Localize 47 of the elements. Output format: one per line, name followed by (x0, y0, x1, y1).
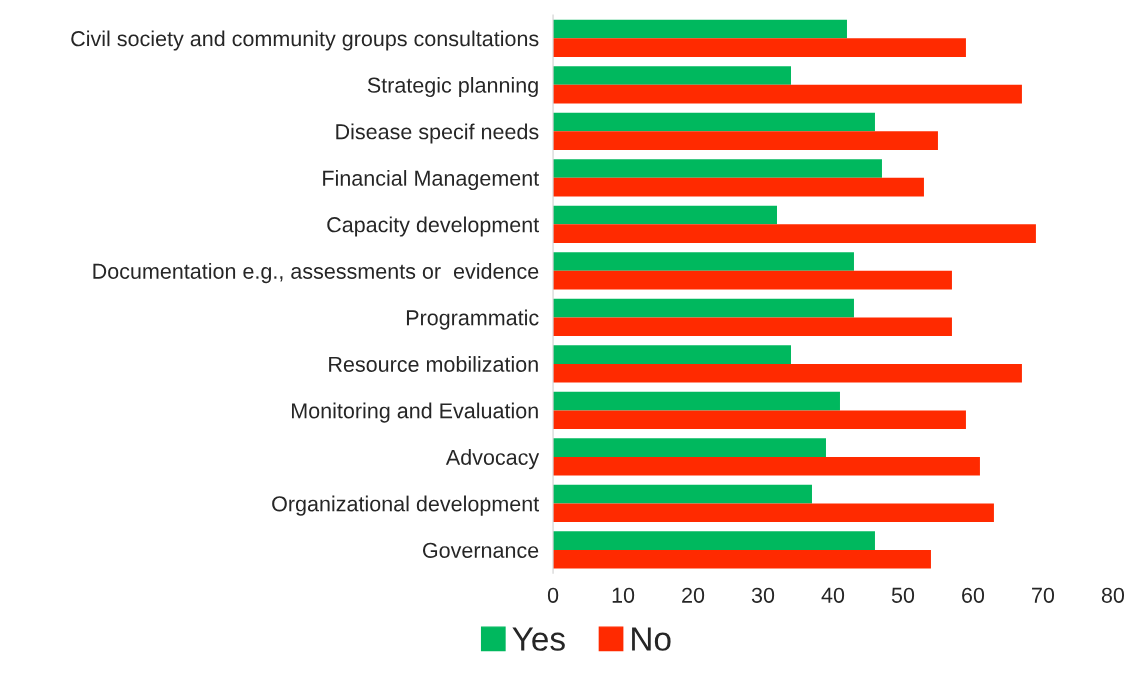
bar (553, 484, 812, 504)
bar (553, 438, 826, 457)
y-tick-label: Programmatic (406, 309, 539, 330)
bar (553, 410, 966, 429)
x-tick-label: 20 (682, 587, 705, 603)
y-tick-label: Governance (422, 542, 539, 558)
bar (553, 252, 854, 271)
x-tick-label: 40 (821, 587, 845, 603)
y-tick-label: Documentation e.g., assessments or evidence (93, 263, 539, 284)
bar (553, 19, 847, 39)
x-tick-label: 80 (1101, 587, 1125, 603)
x-tick-label: 50 (891, 587, 915, 603)
y-tick-label: Capacity development (327, 216, 540, 237)
bar (553, 531, 875, 550)
y-tick-label: Civil society and community groups consultations (71, 30, 539, 51)
bar (553, 391, 840, 411)
x-tick-label: 70 (1032, 587, 1055, 603)
y-tick-label: Advocacy (445, 449, 540, 470)
bar (553, 159, 882, 178)
legend-label: No (632, 627, 671, 651)
y-tick-label: Resource mobilization (329, 356, 538, 372)
bar (553, 456, 980, 476)
bar (553, 84, 1022, 104)
bar (553, 549, 931, 569)
bar (553, 205, 777, 225)
y-tick-label: Organizational development (272, 495, 540, 516)
y-tick-label: Monitoring and Evaluation (292, 402, 538, 423)
bar (553, 270, 952, 290)
bar (553, 177, 924, 197)
y-tick-label: Disease specif needs (336, 123, 539, 144)
bar (553, 503, 994, 523)
bar (553, 66, 791, 85)
x-tick-label: 60 (962, 587, 985, 603)
x-tick-label: 0 (547, 587, 559, 603)
bar (553, 345, 791, 364)
x-tick-label: 30 (751, 587, 775, 603)
bar (553, 131, 938, 150)
y-tick-label: Strategic planning (367, 77, 538, 98)
y-tick-label: Financial Management (323, 170, 540, 191)
legend-label: Yes (512, 627, 565, 651)
bar (553, 38, 966, 57)
bar (553, 363, 1022, 383)
bar (553, 317, 952, 336)
bar (553, 298, 854, 318)
bar (553, 112, 875, 132)
bar (553, 224, 1036, 243)
x-tick-label: 10 (612, 587, 635, 603)
